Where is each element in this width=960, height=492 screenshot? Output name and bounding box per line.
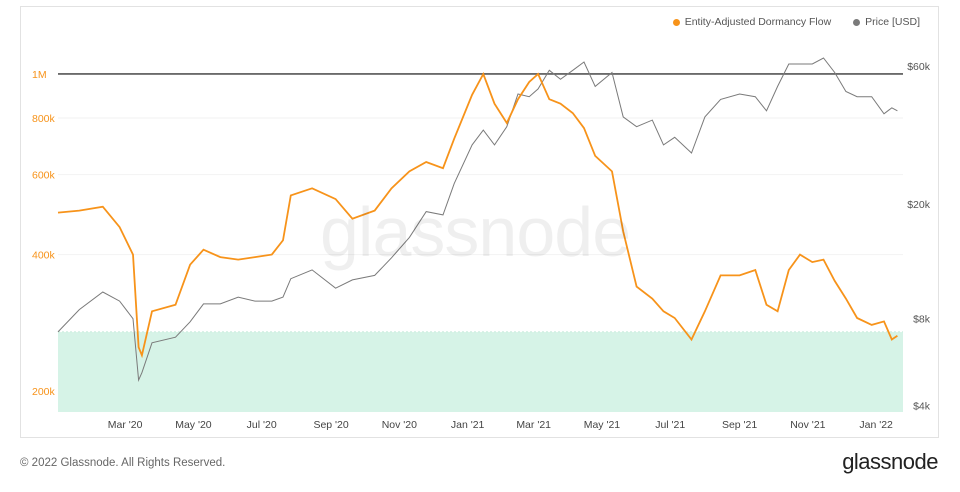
copyright-text: © 2022 Glassnode. All Rights Reserved. <box>20 457 226 469</box>
y-left-tick-label: 200k <box>32 386 56 398</box>
legend-label: Price [USD] <box>865 16 920 28</box>
x-tick-label: Jul '21 <box>655 419 685 431</box>
dormancy-flow-series-line <box>57 71 898 359</box>
price-series-line <box>57 57 898 383</box>
x-tick-label: Sep '20 <box>313 419 348 431</box>
legend-item-dormancy-flow[interactable]: Entity-Adjusted Dormancy Flow <box>672 16 832 28</box>
y-right-tick-label: $4k <box>913 401 931 413</box>
low-value-band <box>58 332 903 412</box>
y-right-tick-label: $8k <box>913 314 931 326</box>
legend-dot-icon <box>853 18 861 26</box>
x-tick-label: Jul '20 <box>247 419 277 431</box>
x-tick-label: Sep '21 <box>722 419 757 431</box>
y-left-tick-label: 400k <box>32 250 56 262</box>
x-tick-label: Nov '21 <box>790 419 825 431</box>
glassnode-logo[interactable]: glassnode <box>842 449 938 474</box>
y-left-tick-label: 800k <box>32 113 56 125</box>
legend-label: Entity-Adjusted Dormancy Flow <box>684 16 832 28</box>
y-right-tick-label: $60k <box>907 61 931 73</box>
chart-frame <box>20 6 939 438</box>
x-tick-label: May '20 <box>175 419 212 431</box>
x-tick-label: Mar '20 <box>108 419 143 431</box>
y-left-tick-label: 600k <box>32 170 56 182</box>
legend-dot-icon <box>672 18 680 26</box>
legend-item-price[interactable]: Price [USD] <box>853 16 920 28</box>
x-tick-label: Jan '22 <box>859 419 893 431</box>
x-tick-label: May '21 <box>584 419 621 431</box>
x-tick-label: Nov '20 <box>382 419 417 431</box>
x-tick-label: Mar '21 <box>516 419 551 431</box>
y-right-tick-label: $20k <box>907 199 931 211</box>
legend: Entity-Adjusted Dormancy Flow Price [USD… <box>672 16 920 28</box>
x-tick-label: Jan '21 <box>451 419 485 431</box>
y-left-tick-label: 1M <box>32 69 47 81</box>
